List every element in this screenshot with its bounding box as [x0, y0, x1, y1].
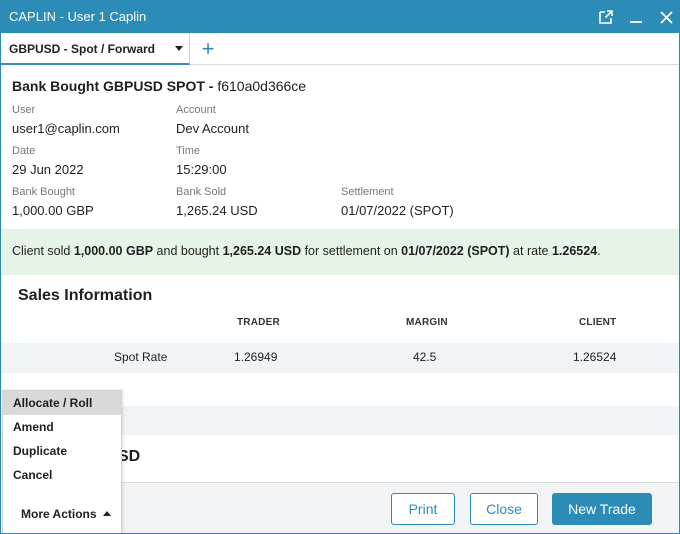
tab-gbpusd-spot-forward[interactable]: GBPUSD - Spot / Forward — [1, 33, 190, 65]
close-icon[interactable] — [657, 8, 675, 26]
popout-icon[interactable] — [597, 8, 615, 26]
summary-text-part: at rate — [509, 244, 552, 258]
menu-item-allocate-roll[interactable]: Allocate / Roll — [3, 391, 121, 415]
minimize-icon[interactable] — [627, 8, 645, 26]
title-bar: CAPLIN - User 1 Caplin — [1, 1, 679, 33]
column-header-client: CLIENT — [579, 317, 617, 328]
summary-rate: 1.26524 — [551, 244, 598, 258]
chevron-down-icon[interactable] — [175, 46, 183, 51]
column-header-trader: TRADER — [237, 317, 280, 328]
user-label: User — [12, 104, 36, 116]
more-actions-label: More Actions — [21, 507, 97, 521]
more-actions-menu: Allocate / Roll Amend Duplicate Cancel M… — [2, 390, 122, 533]
account-value: Dev Account — [176, 121, 249, 136]
section-title-fragment: SD — [118, 448, 141, 465]
menu-item-duplicate[interactable]: Duplicate — [13, 444, 68, 458]
tab-strip: GBPUSD - Spot / Forward + — [1, 33, 679, 65]
settlement-value: 01/07/2022 (SPOT) — [341, 203, 454, 218]
account-label: Account — [176, 104, 216, 116]
summary-text-part: Client sold — [12, 244, 74, 258]
table-row: Spot Rate 1.26949 42.5 1.26524 — [1, 343, 679, 373]
summary-settlement: 01/07/2022 (SPOT) — [401, 244, 510, 258]
time-value: 15:29:00 — [176, 162, 227, 177]
close-button[interactable]: Close — [470, 493, 538, 525]
menu-item-cancel[interactable]: Cancel — [13, 468, 53, 482]
trade-title: Bank Bought GBPUSD SPOT - f610a0d366ce — [12, 78, 306, 94]
margin-spot-rate: 42.5 — [413, 350, 437, 364]
row-label-spot-rate: Spot Rate — [114, 350, 168, 364]
date-label: Date — [12, 145, 36, 157]
date-value: 29 Jun 2022 — [12, 162, 84, 177]
bank-sold-label: Bank Sold — [176, 186, 227, 198]
summary-amount-sold: 1,000.00 GBP — [73, 244, 154, 258]
add-tab-icon[interactable]: + — [201, 36, 215, 61]
chevron-up-icon — [103, 511, 111, 516]
bank-sold-value: 1,265.24 USD — [176, 203, 258, 218]
column-header-margin: MARGIN — [406, 317, 448, 328]
window-title: CAPLIN - User 1 Caplin — [9, 9, 147, 24]
bank-bought-value: 1,000.00 GBP — [12, 203, 94, 218]
summary-text-part: . — [597, 244, 601, 258]
trade-summary-banner: Client sold 1,000.00 GBP and bought 1,26… — [1, 229, 679, 275]
trade-title-main: Bank Bought GBPUSD SPOT - — [12, 78, 218, 94]
user-value: user1@caplin.com — [12, 121, 120, 136]
summary-amount-bought: 1,265.24 USD — [222, 244, 302, 258]
time-label: Time — [176, 145, 201, 157]
summary-text-part: and bought — [153, 244, 223, 258]
trade-id: f610a0d366ce — [217, 78, 307, 94]
bank-bought-label: Bank Bought — [12, 186, 75, 198]
more-actions-button[interactable]: More Actions — [3, 495, 121, 533]
client-spot-rate: 1.26524 — [573, 350, 617, 364]
summary-text: Client sold 1,000.00 GBP and bought 1,26… — [12, 244, 601, 258]
new-trade-button[interactable]: New Trade — [552, 493, 652, 525]
sales-information-title: Sales Information — [18, 287, 153, 304]
settlement-label: Settlement — [341, 186, 394, 198]
tab-label: GBPUSD - Spot / Forward — [9, 42, 156, 56]
menu-item-amend[interactable]: Amend — [13, 420, 54, 434]
print-button[interactable]: Print — [391, 493, 455, 525]
summary-text-part: for settlement on — [301, 244, 402, 258]
trader-spot-rate: 1.26949 — [234, 350, 278, 364]
